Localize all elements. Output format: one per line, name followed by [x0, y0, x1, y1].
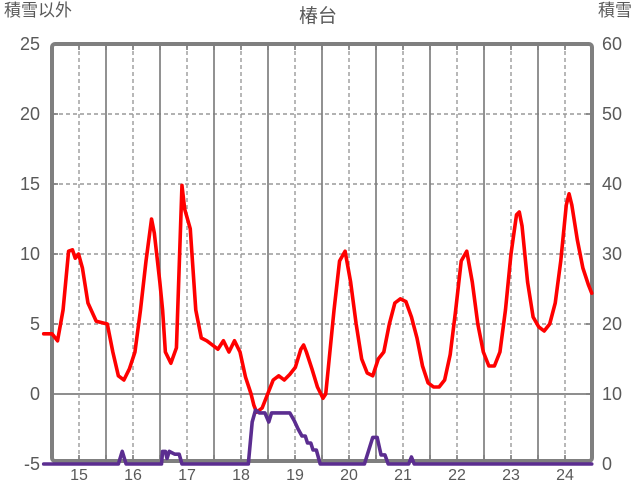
svg-text:23: 23 [502, 467, 520, 484]
svg-text:20: 20 [20, 104, 40, 124]
svg-text:5: 5 [30, 314, 40, 334]
svg-text:20: 20 [602, 314, 622, 334]
svg-text:椿台: 椿台 [299, 5, 337, 27]
svg-text:-5: -5 [24, 454, 40, 474]
svg-text:15: 15 [20, 174, 40, 194]
svg-text:22: 22 [448, 467, 466, 484]
svg-text:10: 10 [602, 384, 622, 404]
svg-text:19: 19 [286, 467, 304, 484]
svg-text:18: 18 [232, 467, 250, 484]
svg-text:10: 10 [20, 244, 40, 264]
svg-text:50: 50 [602, 104, 622, 124]
svg-text:60: 60 [602, 34, 622, 54]
svg-text:30: 30 [602, 244, 622, 264]
svg-text:0: 0 [30, 384, 40, 404]
svg-text:24: 24 [556, 467, 574, 484]
svg-text:17: 17 [178, 467, 196, 484]
svg-text:16: 16 [124, 467, 142, 484]
svg-text:15: 15 [70, 467, 88, 484]
svg-text:21: 21 [394, 467, 412, 484]
svg-text:25: 25 [20, 34, 40, 54]
svg-text:積雪以外: 積雪以外 [4, 1, 72, 20]
svg-text:0: 0 [602, 454, 612, 474]
svg-text:積雪: 積雪 [598, 1, 632, 20]
svg-text:20: 20 [340, 467, 358, 484]
svg-text:40: 40 [602, 174, 622, 194]
